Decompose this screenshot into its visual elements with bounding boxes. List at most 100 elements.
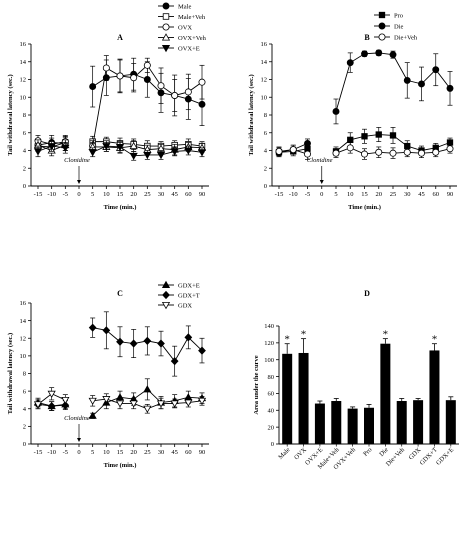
- data-point: [33, 148, 43, 156]
- y-tick-label: 100: [264, 357, 274, 364]
- y-tick-label: 16: [20, 300, 27, 307]
- significance-star: *: [301, 329, 307, 341]
- y-tick-label: 0: [23, 183, 26, 190]
- x-tick-label: 20: [376, 191, 383, 198]
- y-tick-label: 14: [20, 318, 27, 325]
- panel-b: B 0 2 4 6 8 10 12 14 16 -15 -10 -5 0 5 10 15 20 25 30 45 60 9…: [248, 11, 457, 211]
- y-tick-label: 14: [20, 59, 27, 66]
- y-tick-label: 12: [20, 77, 27, 84]
- data-point: [432, 148, 440, 156]
- data-point: [389, 149, 397, 157]
- data-point: [347, 136, 354, 144]
- y-tick-label: 40: [268, 407, 275, 414]
- legend-label: GDX+E: [178, 282, 200, 289]
- data-point: [360, 150, 368, 158]
- legend-marker: [378, 11, 386, 19]
- data-point: [403, 76, 411, 84]
- legend-label: Male+Veh: [178, 14, 206, 21]
- x-tick-label: 0: [320, 191, 323, 198]
- data-point: [289, 146, 297, 154]
- x-tick-label: 60: [185, 191, 192, 198]
- data-point: [88, 397, 97, 406]
- y-tick-label: 0: [23, 441, 26, 448]
- x-tick-label: 10: [103, 191, 110, 198]
- bar: [298, 352, 309, 444]
- significance-star: *: [383, 329, 389, 341]
- x-tick-label: 15: [117, 191, 124, 198]
- data-point: [418, 80, 425, 88]
- legend-label: GDX: [178, 302, 192, 309]
- series-gdx: [33, 387, 207, 414]
- clonidine-arrow-head: [77, 180, 81, 184]
- x-tick-label: 20: [130, 191, 137, 198]
- bar: [396, 401, 407, 444]
- y-tick-label: 140: [264, 323, 274, 330]
- data-point: [102, 396, 111, 404]
- y-tick-label: 10: [20, 353, 27, 360]
- series-die: [275, 49, 454, 158]
- legend-label: OVX+E: [178, 45, 200, 52]
- x-tick-label: -5: [305, 191, 310, 198]
- data-point: [129, 339, 138, 348]
- bar: [282, 353, 293, 444]
- bar: [331, 401, 342, 444]
- x-tick-label: 5: [334, 191, 337, 198]
- x-axis-label: Time (min.): [104, 462, 137, 469]
- data-point: [88, 323, 97, 332]
- legend-marker: [162, 13, 170, 20]
- x-tick-label: 0: [77, 191, 80, 198]
- x-tick-label: -15: [34, 191, 43, 198]
- data-point: [304, 139, 311, 147]
- panel-c-label: C: [117, 289, 123, 298]
- x-tick-label: -10: [47, 191, 56, 198]
- legend-marker: [162, 23, 170, 31]
- x-axis-label: Time (min.): [104, 204, 137, 211]
- legend-marker: [161, 280, 171, 289]
- data-point: [143, 151, 152, 160]
- data-point: [129, 400, 138, 408]
- y-tick-label: 2: [23, 165, 26, 172]
- y-tick-label: 16: [261, 41, 268, 48]
- legend-marker: [161, 33, 171, 41]
- y-tick-label: 12: [261, 77, 268, 84]
- series-die-veh: [275, 142, 454, 160]
- x-tick-label: 10: [103, 449, 110, 456]
- x-tick-label: -15: [34, 449, 43, 456]
- panel-a-label: A: [117, 33, 123, 42]
- panel-d-label: D: [364, 289, 370, 298]
- data-point: [130, 74, 138, 82]
- bar: [347, 408, 358, 444]
- category-label: Male: [277, 446, 291, 460]
- legend-label: Pro: [394, 12, 403, 19]
- x-tick-label: -5: [63, 191, 68, 198]
- data-point: [115, 143, 125, 152]
- x-tick-label: 10: [347, 191, 354, 198]
- data-point: [184, 399, 193, 407]
- panel-a: A 0 2 4 6 8 10 12 14 16 -15 -10 -5 0 5 10 15 20 25 30 45 60 9…: [7, 2, 209, 211]
- x-tick-label: 30: [158, 449, 165, 456]
- legend-marker: [378, 22, 386, 30]
- y-tick-label: 4: [23, 406, 27, 413]
- y-tick-label: 10: [20, 94, 27, 101]
- y-tick-label: 2: [23, 424, 26, 431]
- y-tick-label: 60: [268, 391, 275, 398]
- y-tick-label: 0: [264, 183, 267, 190]
- y-axis-label: Tail withdrawal latency (sec.): [7, 333, 14, 414]
- data-point: [116, 72, 124, 80]
- data-point: [446, 84, 454, 92]
- data-point: [102, 64, 110, 72]
- legend-label: GDX+T: [178, 292, 200, 299]
- data-point: [275, 147, 283, 155]
- data-point: [432, 66, 440, 74]
- legend-label: Die: [394, 23, 404, 30]
- clonidine-annotation: Clonidine: [64, 415, 90, 422]
- data-point: [47, 390, 56, 398]
- data-point: [346, 59, 354, 67]
- y-axis-label: Tail withdrawal latency (sec.): [248, 74, 255, 155]
- x-tick-label: 60: [185, 449, 192, 456]
- data-point: [198, 78, 206, 86]
- x-tick-label: 25: [144, 191, 151, 198]
- panel-d: D 0 20 40 60 80 100 120 140 Area under the curve…: [253, 289, 459, 471]
- bar: [364, 407, 374, 444]
